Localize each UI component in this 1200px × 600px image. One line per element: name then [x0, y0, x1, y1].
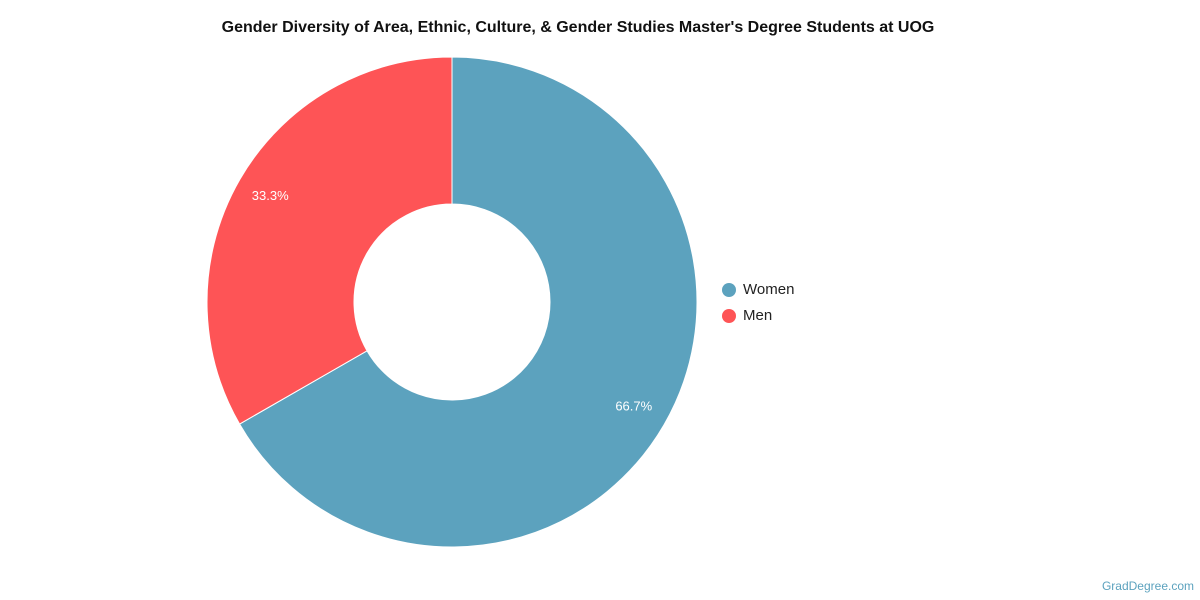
donut-slice	[238, 56, 698, 548]
legend-swatch	[722, 309, 736, 323]
donut-slice	[206, 56, 453, 425]
legend-label: Women	[743, 281, 794, 298]
slice-label: 33.3%	[252, 188, 289, 203]
chart-title: Gender Diversity of Area, Ethnic, Cultur…	[222, 19, 935, 36]
legend-swatch	[722, 283, 736, 297]
source-credit: GradDegree.com	[1102, 579, 1194, 593]
legend-label: Men	[743, 307, 772, 324]
slice-label: 66.7%	[615, 399, 652, 414]
